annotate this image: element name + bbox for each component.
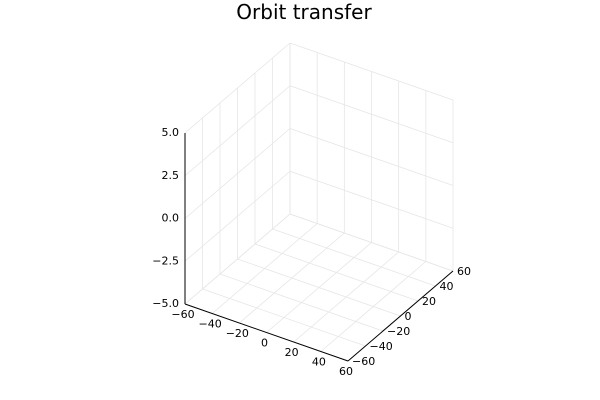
x-axis-line: [184, 303, 349, 362]
x-tick-label: −60: [171, 308, 194, 321]
x-tick-label: 60: [339, 365, 353, 378]
y-tick-label: 40: [440, 280, 454, 293]
floor-gridline: [254, 243, 419, 302]
y-tick-label: 60: [457, 265, 471, 278]
x-tick-label: 40: [312, 356, 326, 369]
z-tick-label: −5.0: [152, 297, 179, 310]
x-tick-label: 20: [285, 346, 299, 359]
floor-gridline: [202, 288, 366, 347]
y-tick-label: −40: [370, 340, 393, 353]
z-tick-label: −2.5: [152, 254, 179, 267]
side-wall-gridline: [289, 213, 454, 272]
z-tick-label: 0.0: [162, 212, 180, 225]
floor-gridline: [219, 273, 384, 332]
x-tick-label: −40: [199, 318, 222, 331]
y-tick-label: −60: [352, 355, 375, 368]
z-tick-label: 5.0: [162, 126, 180, 139]
axis-layer: [184, 133, 454, 362]
chart-title: Orbit transfer: [236, 0, 372, 24]
y-tick-label: 0: [405, 310, 412, 323]
back-wall-gridline: [184, 213, 291, 305]
back-wall-gridline: [184, 42, 291, 134]
x-tick-label: 0: [261, 337, 268, 350]
back-wall-gridline: [184, 170, 291, 262]
x-tick-label: −20: [226, 327, 249, 340]
tick-label-layer: −60−40−200204060−60−40−200204060−5.0−2.5…: [152, 126, 471, 378]
grid-layer: [184, 42, 454, 362]
side-wall-gridline: [289, 170, 454, 229]
floor-gridline: [237, 258, 401, 317]
z-tick-label: 2.5: [162, 169, 180, 182]
y-axis-line: [347, 270, 454, 362]
floor-gridline: [272, 228, 436, 287]
side-wall-gridline: [289, 42, 454, 101]
back-wall-gridline: [184, 85, 291, 177]
side-wall-gridline: [289, 128, 454, 186]
back-wall-gridline: [184, 128, 291, 219]
y-tick-label: 20: [422, 295, 436, 308]
y-tick-label: −20: [387, 325, 410, 338]
side-wall-gridline: [289, 85, 454, 144]
